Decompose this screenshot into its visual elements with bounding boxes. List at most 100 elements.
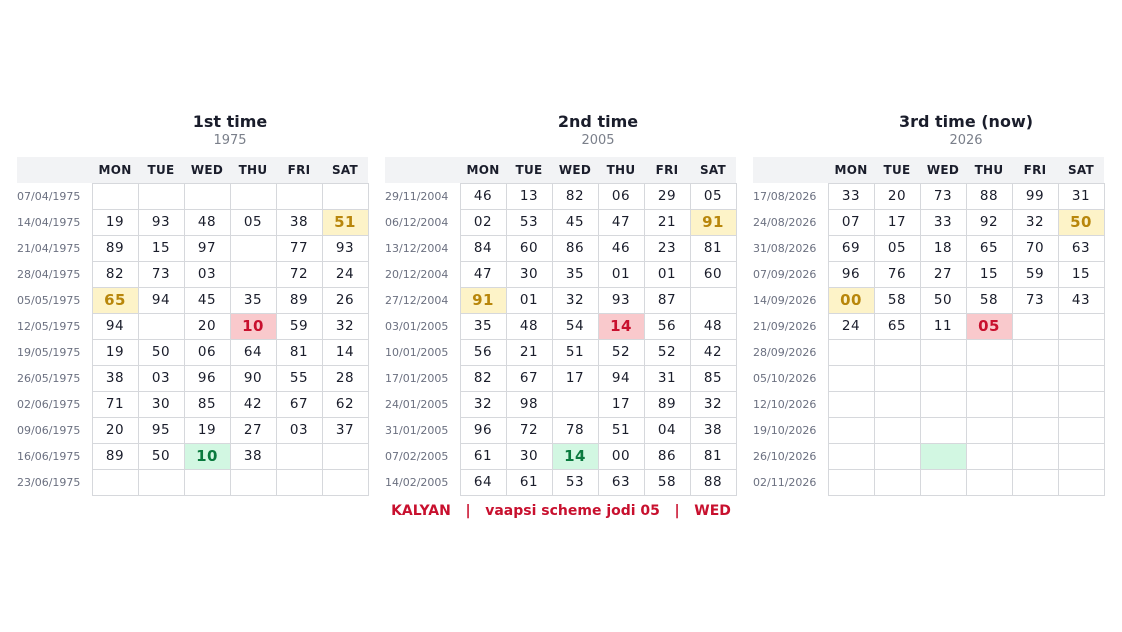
jodi-cell: 61 [505,468,553,496]
jodi-cell: 63 [1057,234,1105,262]
table-row: 05/05/1975 65 94 45 35 89 26 [17,286,369,314]
jodi-cell: 30 [505,260,553,288]
jodi-cell: 21 [643,208,691,236]
jodi-cell: 15 [965,260,1013,288]
jodi-cell [919,468,967,496]
jodi-cell [1057,468,1105,496]
week-date: 10/01/2005 [385,345,449,359]
day-header: FRI [1012,157,1058,183]
jodi-cell [1011,468,1059,496]
jodi-cell: 81 [689,442,737,470]
jodi-cell: 94 [597,364,645,392]
table-row: 03/01/2005 35 48 54 14 56 48 [385,312,737,340]
week-date: 23/06/1975 [17,475,81,489]
footer-caption: KALYAN | vaapsi scheme jodi 05 | WED [0,502,1122,520]
jodi-cell: 82 [91,260,139,288]
jodi-cell: 03 [137,364,185,392]
jodi-cell [965,390,1013,418]
week-date: 12/05/1975 [17,319,81,333]
week-date: 27/12/2004 [385,293,449,307]
jodi-cell: 28 [321,364,369,392]
day-header: TUE [506,157,552,183]
day-header: TUE [874,157,920,183]
jodi-cell: 50 [137,442,185,470]
table-row: 20/12/2004 47 30 35 01 01 60 [385,260,737,288]
jodi-cell [229,182,277,210]
jodi-cell: 97 [183,234,231,262]
jodi-cell: 15 [137,234,185,262]
jodi-cell [827,416,875,444]
jodi-cell [827,338,875,366]
jodi-cell: 72 [505,416,553,444]
jodi-cell: 52 [597,338,645,366]
day-header: WED [184,157,230,183]
jodi-cell: 93 [597,286,645,314]
week-date: 31/08/2026 [753,241,817,255]
jodi-cell: 82 [459,364,507,392]
jodi-cell [229,234,277,262]
jodi-cell: 51 [597,416,645,444]
jodi-cell [873,338,921,366]
jodi-cell [873,390,921,418]
jodi-cell [1057,338,1105,366]
week-date: 29/11/2004 [385,189,449,203]
jodi-cell [873,364,921,392]
jodi-cell: 64 [459,468,507,496]
table-row: 31/01/2005 96 72 78 51 04 38 [385,416,737,444]
jodi-cell: 45 [551,208,599,236]
jodi-cell: 53 [551,468,599,496]
table-row: 13/12/2004 84 60 86 46 23 81 [385,234,737,262]
jodi-cell: 82 [551,182,599,210]
table-row: 27/12/2004 91 01 32 93 87 [385,286,737,314]
jodi-cell: 92 [965,208,1013,236]
jodi-cell [275,182,323,210]
panel-title: 1st time [192,112,268,131]
week-date: 31/01/2005 [385,423,449,437]
jodi-cell: 88 [689,468,737,496]
jodi-cell: 37 [321,416,369,444]
jodi-cell: 38 [229,442,277,470]
table-row: 09/06/1975 20 95 19 27 03 37 [17,416,369,444]
highlighted-cell: 91 [459,286,507,314]
jodi-cell: 03 [275,416,323,444]
table-row: 29/11/2004 46 13 82 06 29 05 [385,182,737,210]
day-header: MON [92,157,138,183]
day-header: SAT [690,157,736,183]
jodi-cell [873,468,921,496]
jodi-cell: 56 [643,312,691,340]
jodi-cell [827,468,875,496]
jodi-cell: 50 [919,286,967,314]
jodi-cell: 23 [643,234,691,262]
jodi-cell [689,286,737,314]
jodi-cell [965,364,1013,392]
jodi-cell: 85 [183,390,231,418]
jodi-cell: 17 [873,208,921,236]
jodi-cell: 93 [137,208,185,236]
highlighted-cell: 65 [91,286,139,314]
jodi-cell: 11 [919,312,967,340]
jodi-cell: 32 [1011,208,1059,236]
week-date: 28/09/2026 [753,345,817,359]
highlighted-cell: 10 [229,312,277,340]
jodi-cell: 15 [1057,260,1105,288]
jodi-cell: 72 [275,260,323,288]
jodi-cell: 90 [229,364,277,392]
jodi-cell: 53 [505,208,553,236]
jodi-cell: 30 [505,442,553,470]
header-corner [17,157,92,183]
jodi-cell: 03 [183,260,231,288]
footer-day: WED [694,503,731,519]
week-date: 09/06/1975 [17,423,81,437]
jodi-cell: 73 [1011,286,1059,314]
table-row: 07/02/2005 61 30 14 00 86 81 [385,442,737,470]
highlighted-cell [919,442,967,470]
table-row: 12/05/1975 94 20 10 59 32 [17,312,369,340]
week-date: 05/05/1975 [17,293,81,307]
jodi-cell [137,312,185,340]
jodi-cell: 89 [91,234,139,262]
jodi-cell: 17 [551,364,599,392]
day-header: THU [230,157,276,183]
jodi-cell: 05 [873,234,921,262]
highlighted-cell: 00 [827,286,875,314]
jodi-cell: 45 [183,286,231,314]
